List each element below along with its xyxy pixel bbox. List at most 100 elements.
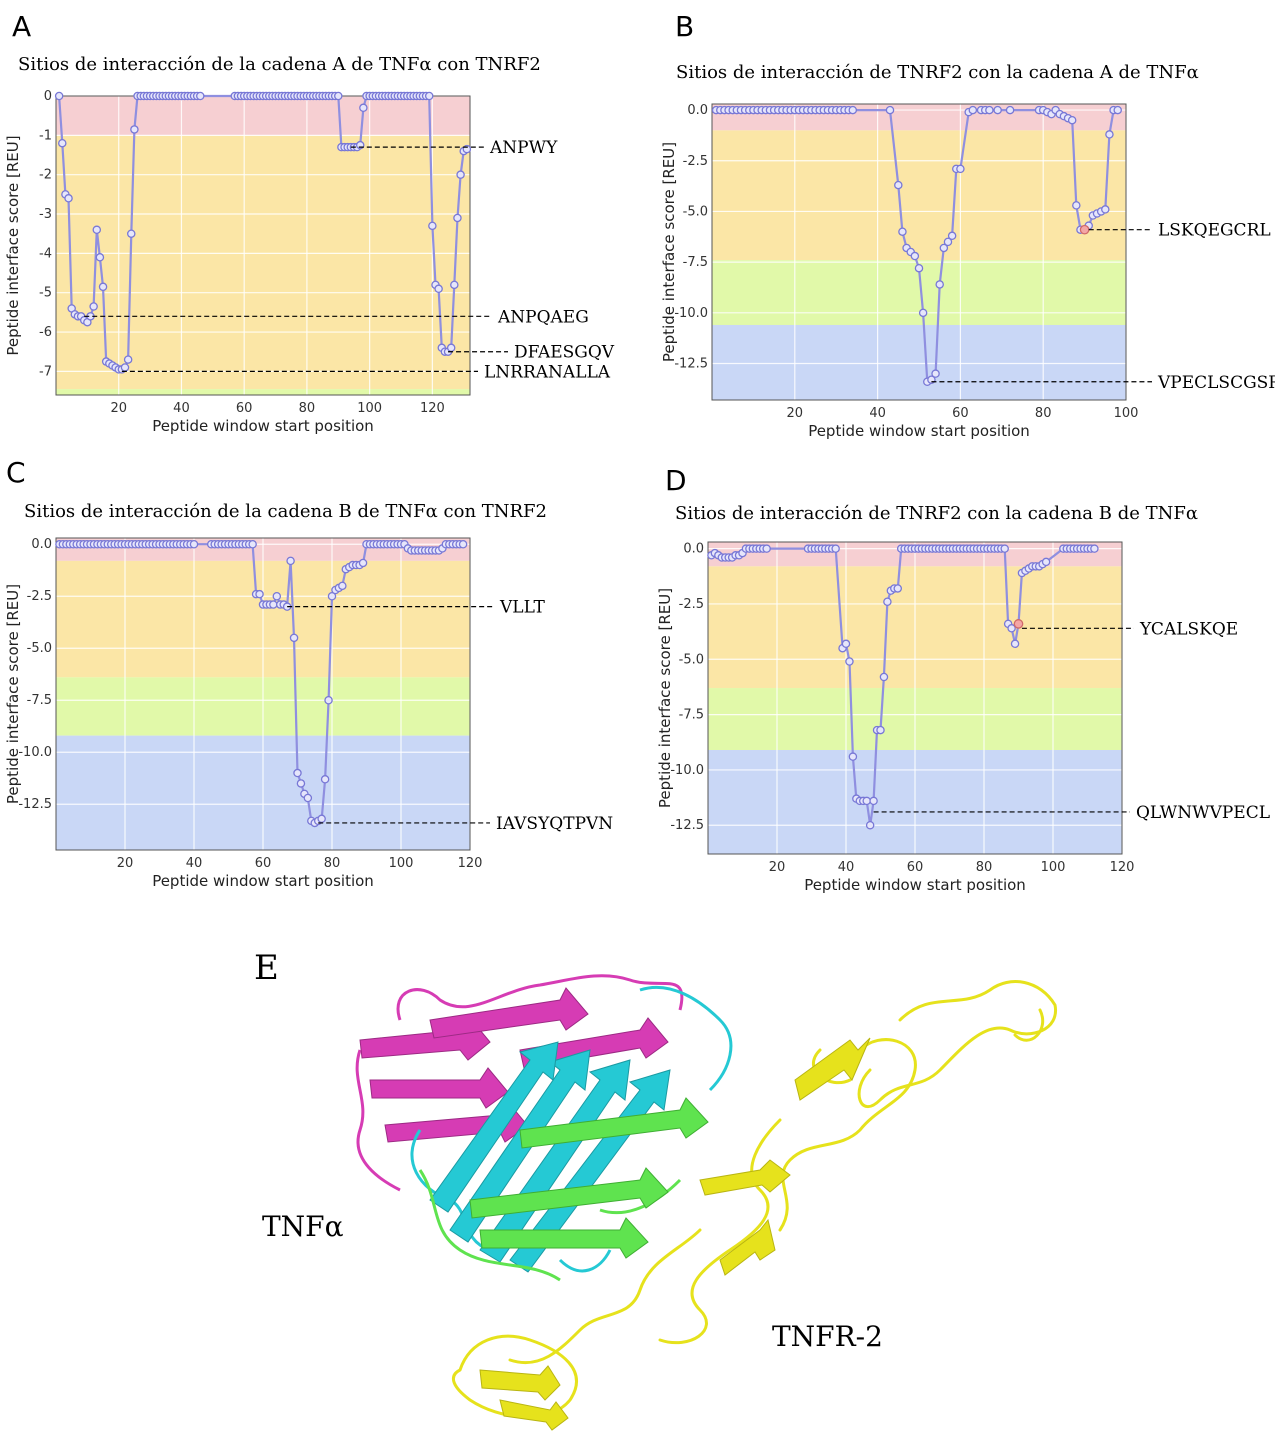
plot-frame (55, 537, 471, 851)
data-point (1090, 544, 1099, 553)
data-point (935, 280, 944, 289)
data-point (862, 796, 871, 806)
annotation-label: ANPQAEG (497, 307, 589, 327)
highlight-point (1079, 224, 1090, 235)
x-tick-label: 20 (769, 860, 786, 875)
y-tick-label: -5.0 (679, 652, 704, 667)
y-tick-label: -2.5 (683, 154, 708, 169)
data-point (931, 369, 940, 378)
data-point (317, 814, 326, 824)
data-point (272, 591, 282, 601)
data-point (956, 164, 965, 174)
x-axis-label: Peptide window start position (804, 876, 1026, 894)
x-tick-label: 40 (838, 860, 855, 875)
data-point (1072, 201, 1081, 210)
panel-c: C Sitios de interacción de la cadena B d… (0, 450, 640, 900)
panel-title-b: Sitios de interacción de TNRF2 con la ca… (676, 62, 1199, 83)
panel-letter-d: D (665, 464, 687, 497)
x-tick-label: 60 (907, 860, 924, 875)
band-blue (712, 324, 1126, 400)
panel-letter-a: A (12, 10, 32, 43)
data-point (286, 556, 295, 566)
y-axis-label: Peptide interface score [REU] (4, 584, 22, 804)
y-tick-label: 0.0 (683, 542, 704, 557)
protein-structure-image (355, 974, 1057, 1431)
data-point (848, 105, 858, 115)
x-axis-label: Peptide window start position (808, 422, 1030, 440)
highlight-point (1013, 619, 1024, 629)
y-tick-label: -10.0 (670, 763, 704, 778)
data-point (1113, 105, 1122, 115)
data-point (358, 558, 368, 568)
data-point (1041, 557, 1051, 567)
plot-frame (711, 103, 1127, 401)
x-tick-label: 120 (420, 401, 445, 416)
data-point (434, 284, 443, 294)
data-point (303, 793, 313, 803)
x-tick-label: 100 (1041, 860, 1066, 875)
y-tick-label: -2 (39, 168, 52, 183)
y-tick-label: -1 (39, 128, 52, 143)
data-point (898, 227, 907, 236)
y-tick-label: -7.5 (679, 708, 704, 723)
y-tick-label: -3 (39, 207, 52, 222)
data-point (338, 581, 347, 591)
y-tick-label: -12.5 (670, 818, 704, 833)
y-tick-label: -12.5 (674, 357, 708, 372)
data-point (64, 194, 73, 203)
data-point (446, 343, 456, 353)
annotation-label: VLLT (499, 598, 545, 618)
x-axis-label: Peptide window start position (152, 872, 374, 890)
annotation-label: DFAESGQV (514, 343, 615, 363)
data-point (876, 725, 885, 735)
data-point (869, 796, 878, 806)
data-point (1010, 639, 1020, 649)
band-red (56, 96, 470, 136)
data-point (762, 544, 771, 553)
molecule-label-tnfr2: TNFR-2 (772, 1320, 883, 1353)
data-point (845, 657, 854, 666)
annotation-label: LSKQEGCRL (1158, 221, 1271, 241)
data-point (123, 355, 133, 364)
panel-title-a: Sitios de interacción de la cadena A de … (18, 54, 541, 75)
data-point (54, 91, 64, 101)
data-point (993, 105, 1002, 115)
data-point (450, 280, 459, 290)
data-point (865, 820, 875, 830)
y-tick-label: -7.5 (27, 693, 52, 708)
data-point (293, 768, 302, 778)
x-tick-label: 80 (299, 401, 316, 416)
data-point (883, 597, 892, 606)
x-tick-label: 40 (173, 401, 190, 416)
band-yellow (712, 130, 1126, 261)
annotation-label: LNRRANALLA (484, 362, 611, 382)
data-point (848, 752, 858, 761)
x-tick-label: 20 (110, 401, 127, 416)
x-tick-label: 80 (976, 860, 993, 875)
plot-frame (707, 541, 1123, 855)
y-tick-label: 0 (44, 89, 52, 104)
data-point (428, 221, 437, 231)
annotation-label: YCALSKQE (1139, 619, 1238, 639)
data-point (453, 213, 462, 223)
x-tick-label: 60 (255, 856, 272, 871)
data-point (92, 225, 102, 235)
data-point (893, 584, 902, 593)
y-tick-label: -5.0 (27, 641, 52, 656)
data-point (939, 243, 949, 253)
x-tick-label: 80 (1035, 406, 1052, 421)
panel-e: E TNFα TNFR-2 (0, 930, 1275, 1431)
band-green (56, 389, 470, 395)
data-point (1007, 624, 1016, 633)
panel-title-c: Sitios de interacción de la cadena B de … (24, 501, 548, 522)
x-tick-label: 80 (324, 856, 341, 871)
y-tick-label: -5.0 (683, 204, 708, 219)
data-point (831, 544, 840, 553)
x-tick-label: 20 (117, 856, 134, 871)
data-point (269, 600, 278, 609)
data-point (1005, 105, 1015, 115)
y-tick-label: -6 (39, 325, 52, 340)
data-point (841, 639, 851, 649)
data-point (894, 180, 903, 190)
x-tick-label: 100 (1114, 406, 1139, 421)
